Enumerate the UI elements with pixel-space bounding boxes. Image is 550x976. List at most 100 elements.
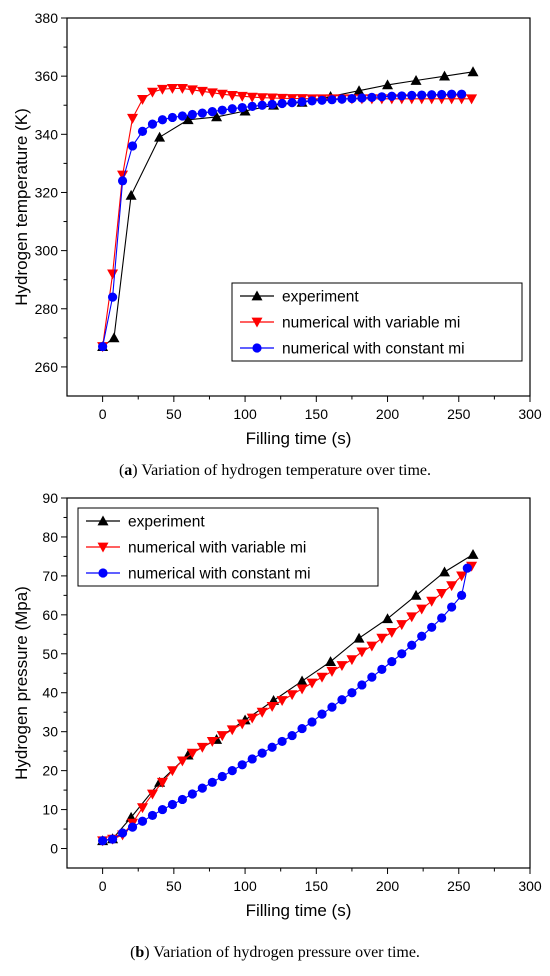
data-point — [325, 656, 337, 666]
data-point — [357, 680, 367, 690]
data-point — [226, 90, 238, 101]
x-axis-label: Filling time (s) — [246, 901, 352, 920]
data-point — [157, 115, 168, 125]
data-point — [417, 90, 427, 100]
y-tick-label: 360 — [35, 68, 59, 84]
data-point — [307, 717, 317, 727]
data-point — [167, 799, 178, 810]
data-point — [157, 804, 168, 815]
y-tick-label: 260 — [35, 359, 59, 375]
data-point — [356, 647, 368, 658]
data-point — [457, 590, 467, 600]
data-point — [256, 707, 268, 718]
data-point — [286, 690, 298, 701]
y-tick-label: 380 — [35, 10, 59, 26]
y-tick-label: 20 — [42, 763, 58, 779]
data-point — [196, 86, 208, 97]
data-point — [236, 91, 248, 102]
data-point — [377, 664, 387, 674]
data-point — [206, 88, 218, 99]
x-tick-label: 300 — [518, 878, 542, 894]
data-point — [127, 113, 139, 124]
data-point — [382, 79, 394, 90]
data-point — [147, 119, 158, 129]
data-point — [353, 85, 365, 96]
legend-label: experiment — [282, 289, 359, 306]
pressure-chart: 0 50 100 150 200 250 300 0 10 20 30 40 50 60 70 80 90 Fil… — [12, 490, 542, 920]
data-point — [410, 75, 422, 85]
data-point — [257, 748, 267, 758]
data-point — [397, 649, 407, 659]
data-point — [177, 794, 187, 805]
data-point — [353, 632, 365, 643]
data-point — [156, 777, 168, 788]
legend-box — [77, 507, 379, 587]
data-point — [186, 748, 198, 759]
y-tick-label: 300 — [35, 243, 59, 259]
data-point — [127, 141, 138, 151]
series-2 — [98, 89, 467, 352]
caption-a: (a) Variation of hydrogen temperature ov… — [118, 462, 432, 479]
data-point — [107, 292, 118, 302]
data-point — [407, 640, 417, 650]
y-tick-label: 40 — [42, 685, 58, 701]
data-point — [108, 332, 120, 343]
data-point — [267, 742, 277, 752]
data-point — [98, 836, 108, 846]
data-point — [196, 742, 208, 753]
data-point — [462, 563, 472, 573]
data-point — [227, 104, 237, 114]
data-point — [197, 108, 207, 118]
data-point — [147, 810, 158, 821]
data-point — [137, 95, 149, 105]
x-tick-label: 250 — [447, 878, 471, 894]
legend-marker — [97, 542, 109, 553]
data-point — [216, 731, 228, 742]
data-point — [377, 92, 387, 102]
data-point — [367, 672, 377, 682]
legend-marker — [251, 317, 263, 328]
data-point — [287, 98, 297, 108]
data-point — [276, 93, 288, 104]
data-point — [446, 581, 458, 592]
x-tick-label: 100 — [233, 878, 257, 894]
data-point — [217, 771, 227, 782]
data-point — [407, 90, 417, 100]
x-tick-label: 250 — [447, 406, 471, 422]
data-point — [246, 713, 258, 724]
data-point — [427, 622, 437, 632]
data-point — [137, 803, 149, 814]
data-point — [187, 109, 197, 120]
data-point — [176, 83, 188, 94]
data-point — [146, 87, 158, 98]
data-point — [466, 94, 478, 105]
data-point — [127, 822, 138, 832]
legend-box — [231, 282, 523, 362]
data-point — [137, 126, 148, 136]
data-point — [457, 89, 467, 99]
data-point — [276, 696, 288, 707]
x-tick-label: 150 — [305, 406, 329, 422]
data-point — [439, 70, 451, 81]
legend-marker — [97, 515, 109, 526]
data-point — [396, 620, 408, 631]
legend-marker — [251, 290, 263, 301]
data-point — [277, 736, 287, 747]
data-point — [206, 737, 218, 747]
data-point — [467, 66, 479, 77]
data-point — [337, 695, 347, 705]
data-point — [437, 89, 447, 100]
x-axis-label: Filling time (s) — [246, 429, 352, 448]
data-point — [326, 666, 338, 677]
data-point — [182, 114, 194, 125]
data-point — [166, 83, 178, 94]
data-point — [447, 602, 457, 612]
data-point — [117, 828, 128, 838]
data-point — [167, 112, 178, 123]
legend-marker — [98, 568, 108, 578]
y-tick-label: 90 — [42, 490, 58, 506]
data-point — [376, 633, 388, 644]
data-point — [296, 684, 308, 695]
data-point — [297, 723, 307, 734]
y-tick-label: 50 — [42, 646, 58, 662]
